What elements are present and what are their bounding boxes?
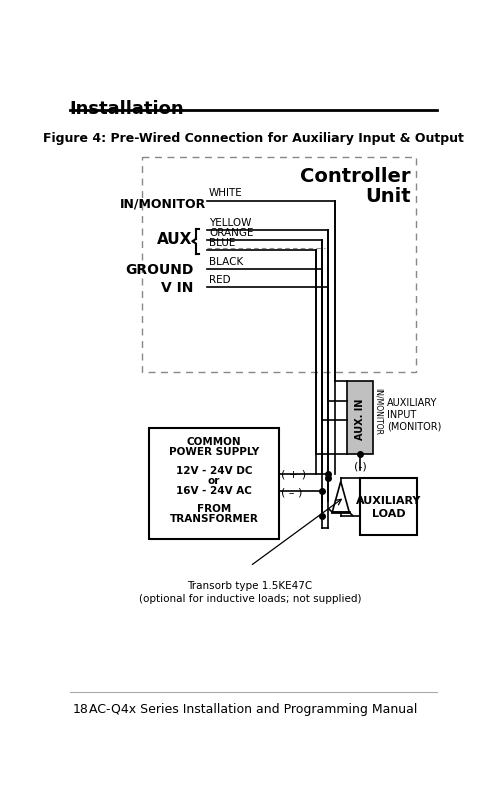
Text: ( – ): ( – ) — [281, 487, 302, 497]
Text: AUXILIARY
INPUT
(MONITOR): AUXILIARY INPUT (MONITOR) — [387, 398, 442, 431]
Polygon shape — [347, 382, 373, 455]
Text: or: or — [208, 475, 220, 485]
Text: Controller
Unit: Controller Unit — [300, 166, 411, 206]
Text: GROUND: GROUND — [125, 263, 194, 277]
Text: TRANSFORMER: TRANSFORMER — [169, 513, 258, 524]
Text: 12V - 24V DC: 12V - 24V DC — [176, 466, 252, 475]
Text: Figure 4: Pre-Wired Connection for Auxiliary Input & Output: Figure 4: Pre-Wired Connection for Auxil… — [43, 132, 463, 145]
Text: RED: RED — [209, 275, 231, 285]
Text: IN/MONITOR: IN/MONITOR — [374, 387, 383, 434]
Text: Transorb type 1.5KE47C
(optional for inductive loads; not supplied): Transorb type 1.5KE47C (optional for ind… — [139, 581, 361, 603]
Text: AUXILIARY
LOAD: AUXILIARY LOAD — [356, 496, 421, 518]
Text: (-): (-) — [354, 461, 367, 470]
Text: AUX: AUX — [157, 232, 192, 247]
Text: BLACK: BLACK — [209, 256, 243, 267]
Text: BLUE: BLUE — [209, 238, 235, 248]
Text: AC-Q4x Series Installation and Programming Manual: AC-Q4x Series Installation and Programmi… — [89, 702, 417, 715]
Text: WHITE: WHITE — [209, 188, 243, 198]
Text: 16V - 24V AC: 16V - 24V AC — [176, 485, 252, 496]
Text: IN/MONITOR: IN/MONITOR — [120, 197, 206, 210]
Text: 18: 18 — [73, 702, 88, 715]
Text: AUX. IN: AUX. IN — [355, 397, 365, 439]
Text: YELLOW: YELLOW — [209, 217, 251, 227]
Text: POWER SUPPLY: POWER SUPPLY — [169, 447, 259, 457]
Text: Installation: Installation — [70, 100, 184, 118]
Text: V IN: V IN — [161, 281, 194, 295]
Text: COMMON: COMMON — [187, 437, 242, 447]
Text: FROM: FROM — [197, 504, 231, 513]
Text: ( + ): ( + ) — [281, 469, 306, 479]
Text: ORANGE: ORANGE — [209, 227, 253, 238]
